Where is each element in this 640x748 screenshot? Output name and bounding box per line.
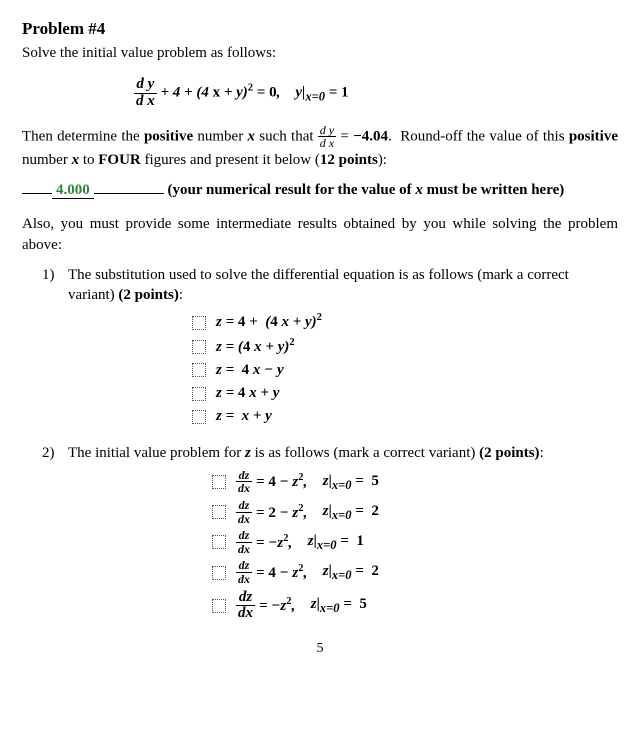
intro-text: Solve the initial value problem as follo… [22, 43, 618, 63]
checkbox-icon[interactable] [192, 387, 206, 401]
q1-option: z = 4 x − y [192, 360, 618, 380]
q1-number: 1) [42, 265, 68, 306]
problem-title: Problem #4 [22, 18, 618, 41]
q2-options: dzdx = 4 − z2, z|x=0 = 5 dzdx = 2 − z2, z… [212, 469, 618, 622]
q2-option: dzdx = 2 − z2, z|x=0 = 2 [212, 499, 618, 525]
q1-options: z = 4 + (4 x + y)2 z = (4 x + y)2 z = 4 x … [192, 311, 618, 426]
answer-line: 4.000 (your numerical result for the val… [22, 178, 618, 200]
answer-tail: (your numerical result for the value of … [168, 182, 565, 198]
q2-option: dzdx = −z2, z|x=0 = 1 [212, 529, 618, 555]
checkbox-icon[interactable] [212, 505, 226, 519]
main-equation: d yd x + 4 + (4 x + y)2 = 0, y|x=0 = 1 [22, 77, 618, 110]
checkbox-icon[interactable] [212, 599, 226, 613]
checkbox-icon[interactable] [192, 410, 206, 424]
checkbox-icon[interactable] [212, 475, 226, 489]
q1-option: z = 4 + (4 x + y)2 [192, 311, 618, 332]
paragraph-2: Also, you must provide some intermediate… [22, 214, 618, 255]
checkbox-icon[interactable] [192, 363, 206, 377]
blank-right [94, 178, 164, 194]
question-2: 2) The initial value problem for z is as… [42, 443, 618, 463]
q2-option: dzdx = 4 − z2, z|x=0 = 5 [212, 469, 618, 495]
checkbox-icon[interactable] [192, 316, 206, 330]
checkbox-icon[interactable] [212, 535, 226, 549]
q2-option: dzdx = 4 − z2, z|x=0 = 2 [212, 559, 618, 585]
q1-option: z = x + y [192, 406, 618, 426]
q2-text: The initial value problem for z is as fo… [68, 443, 544, 463]
answer-value[interactable]: 4.000 [52, 182, 94, 199]
paragraph-1: Then determine the positive number x suc… [22, 124, 618, 170]
q1-text: The substitution used to solve the diffe… [68, 265, 618, 306]
page-number: 5 [22, 640, 618, 659]
q1-option: z = 4 x + y [192, 383, 618, 403]
q2-option: dzdx = −z2, z|x=0 = 5 [212, 590, 618, 623]
q2-number: 2) [42, 443, 68, 463]
q1-option: z = (4 x + y)2 [192, 336, 618, 357]
question-1: 1) The substitution used to solve the di… [42, 265, 618, 306]
checkbox-icon[interactable] [192, 340, 206, 354]
blank-left [22, 178, 52, 194]
checkbox-icon[interactable] [212, 566, 226, 580]
